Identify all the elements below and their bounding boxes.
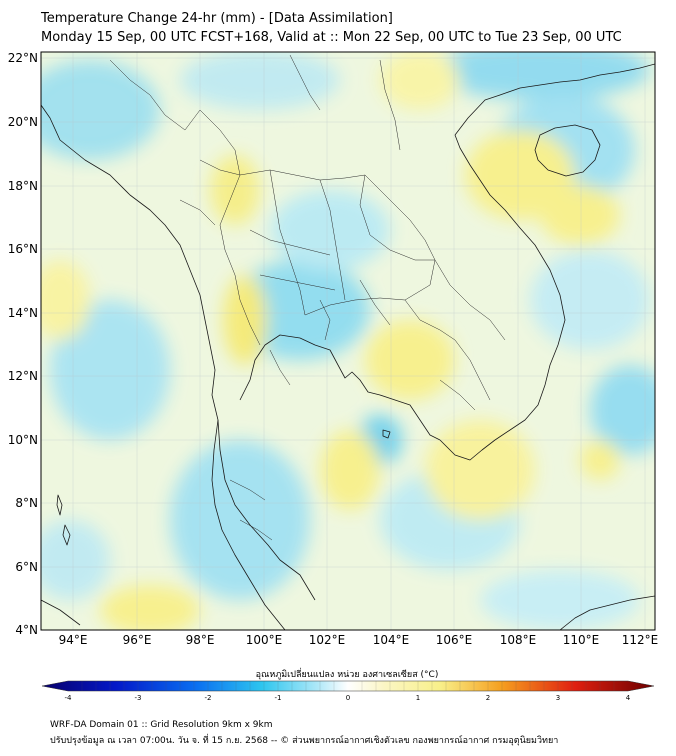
longitude-labels: 94°E 96°E 98°E 100°E 102°E 104°E 106°E 1…: [59, 633, 659, 647]
footer-grid-info: WRF-DA Domain 01 :: Grid Resolution 9km …: [50, 720, 273, 730]
lat-label: 14°N: [8, 306, 38, 320]
plot-frame: [40, 51, 656, 631]
colorbar-tick: -2: [205, 694, 212, 702]
map-subtitle: Monday 15 Sep, 00 UTC FCST+168, Valid at…: [41, 30, 622, 45]
lat-label: 6°N: [15, 560, 38, 574]
colorbar-tick: -3: [135, 694, 142, 702]
colorbar-tick: 3: [556, 694, 560, 702]
colorbar-tick: 4: [626, 694, 631, 702]
colorbar-tick: -1: [275, 694, 282, 702]
lon-label: 112°E: [622, 633, 659, 647]
lat-label: 8°N: [15, 496, 38, 510]
lat-label: 4°N: [15, 623, 38, 637]
lat-label: 16°N: [8, 242, 38, 256]
colorbar: อุณหภูมิเปลี่ยนแปลง หน่วย องศาเซลเซียส (…: [41, 667, 655, 702]
lat-label: 10°N: [8, 433, 38, 447]
latitude-labels: 22°N 20°N 18°N 16°N 14°N 12°N 10°N 8°N 6…: [8, 51, 38, 637]
colorbar-tick: -4: [65, 694, 73, 702]
lon-label: 110°E: [563, 633, 600, 647]
temperature-field: [41, 52, 655, 630]
colorbar-tick: 0: [346, 694, 350, 702]
lon-label: 96°E: [123, 633, 152, 647]
lon-label: 98°E: [186, 633, 215, 647]
lon-label: 94°E: [59, 633, 88, 647]
lat-label: 12°N: [8, 369, 38, 383]
borders: [109, 54, 506, 541]
coastlines: [41, 63, 655, 630]
map-title: Temperature Change 24-hr (mm) - [Data As…: [41, 11, 393, 26]
lon-label: 102°E: [309, 633, 346, 647]
lon-label: 106°E: [436, 633, 473, 647]
lat-label: 22°N: [8, 51, 38, 65]
footer-credits: ปรับปรุงข้อมูล ณ เวลา 07:00น. วัน จ. ที่…: [50, 736, 559, 746]
grid-lines: [41, 52, 655, 630]
lon-label: 108°E: [500, 633, 537, 647]
lat-label: 18°N: [8, 179, 38, 193]
lat-label: 20°N: [8, 115, 38, 129]
colorbar-bar: [41, 680, 655, 692]
colorbar-tick: 1: [416, 694, 420, 702]
colorbar-tick: 2: [486, 694, 490, 702]
lon-label: 100°E: [246, 633, 283, 647]
colorbar-title: อุณหภูมิเปลี่ยนแปลง หน่วย องศาเซลเซียส (…: [256, 667, 439, 680]
lon-label: 104°E: [373, 633, 410, 647]
